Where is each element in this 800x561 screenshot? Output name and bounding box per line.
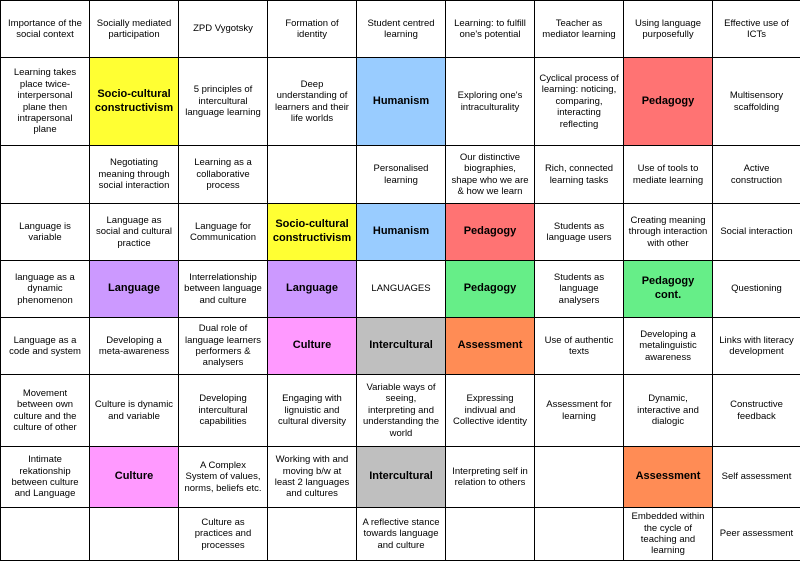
concept-cell-embedded-within-the-cycle-of-teaching-and-learning: Embedded within the cycle of teaching an… — [624, 508, 713, 561]
concept-cell-questioning: Questioning — [713, 261, 800, 318]
concept-cell-culture-as-practices-and-processes: Culture as practices and processes — [179, 508, 268, 561]
concept-cell-learning-to-fulfill-one-s-potential: Learning: to fulfill one's potential — [446, 1, 535, 58]
concept-cell-using-language-purposefully: Using language purposefully — [624, 1, 713, 58]
concept-cell-importance-of-the-social-context: Importance of the social context — [1, 1, 90, 58]
grid-row: Movement between own culture and the cul… — [1, 375, 800, 447]
concept-cell-empty — [535, 508, 624, 561]
concept-cell-developing-a-metalinguistic-awareness: Developing a metalinguistic awareness — [624, 318, 713, 375]
concept-cell-socially-mediated-participation: Socially mediated participation — [90, 1, 179, 58]
concept-cell-a-reflective-stance-towards-language-and-culture: A reflective stance towards language and… — [357, 508, 446, 561]
concept-cell-dynamic-interactive-and-dialogic: Dynamic, interactive and dialogic — [624, 375, 713, 447]
heading-cell-language: Language — [268, 261, 357, 318]
concept-cell-developing-a-meta-awareness: Developing a meta-awareness — [90, 318, 179, 375]
concept-cell-student-centred-learning: Student centred learning — [357, 1, 446, 58]
concept-cell-our-distinctive-biographies-shape-who-we-are-how-we-learn: Our distinctive biographies, shape who w… — [446, 146, 535, 204]
heading-cell-pedagogy: Pedagogy — [446, 261, 535, 318]
heading-cell-pedagogy-cont: Pedagogy cont. — [624, 261, 713, 318]
concept-cell-variable-ways-of-seeing-interpreting-and-understanding-the-world: Variable ways of seeing, interpreting an… — [357, 375, 446, 447]
concept-cell-culture-is-dynamic-and-variable: Culture is dynamic and variable — [90, 375, 179, 447]
heading-cell-intercultural: Intercultural — [357, 318, 446, 375]
concept-cell-formation-of-identity: Formation of identity — [268, 1, 357, 58]
heading-cell-intercultural: Intercultural — [357, 447, 446, 508]
concept-cell-a-complex-system-of-values-norms-beliefs-etc: A Complex System of values, norms, belie… — [179, 447, 268, 508]
concept-cell-interpreting-self-in-relation-to-others: Interpreting self in relation to others — [446, 447, 535, 508]
concept-cell-working-with-and-moving-b-w-at-least-2-languages-and-cultures: Working with and moving b/w at least 2 l… — [268, 447, 357, 508]
concept-cell-empty — [268, 146, 357, 204]
concept-cell-interrelationship-between-language-and-culture: Interrelationship between language and c… — [179, 261, 268, 318]
heading-cell-assessment: Assessment — [446, 318, 535, 375]
heading-cell-humanism: Humanism — [357, 58, 446, 146]
concept-cell-intimate-rekationship-between-culture-and-language: Intimate rekationship between culture an… — [1, 447, 90, 508]
concept-cell-multisensory-scaffolding: Multisensory scaffolding — [713, 58, 800, 146]
concept-cell-developing-intercultural-capabilities: Developing intercultural capabilities — [179, 375, 268, 447]
concept-cell-use-of-authentic-texts: Use of authentic texts — [535, 318, 624, 375]
concept-cell-peer-assessment: Peer assessment — [713, 508, 800, 561]
concept-cell-links-with-literacy-development: Links with literacy development — [713, 318, 800, 375]
heading-cell-culture: Culture — [90, 447, 179, 508]
concept-cell-languages: LANGUAGES — [357, 261, 446, 318]
concept-cell-movement-between-own-culture-and-the-culture-of-other: Movement between own culture and the cul… — [1, 375, 90, 447]
grid-row: Learning takes place twice- interpersona… — [1, 58, 800, 146]
grid-row: Culture as practices and processes A refl… — [1, 508, 800, 561]
concept-cell-empty — [446, 508, 535, 561]
concept-cell-dual-role-of-language-learners-performers-analysers: Dual role of language learners performer… — [179, 318, 268, 375]
concept-cell-effective-use-of-icts: Effective use of ICTs — [713, 1, 800, 58]
concept-cell-language-as-a-code-and-system: Language as a code and system — [1, 318, 90, 375]
concept-cell-empty — [1, 508, 90, 561]
concept-cell-social-interaction: Social interaction — [713, 204, 800, 261]
concept-cell-engaging-with-lignuistic-and-cultural-diversity: Engaging with lignuistic and cultural di… — [268, 375, 357, 447]
concept-cell-students-as-language-users: Students as language users — [535, 204, 624, 261]
concept-cell-learning-as-a-collaborative-process: Learning as a collaborative process — [179, 146, 268, 204]
concept-cell-empty — [1, 146, 90, 204]
heading-cell-socio-cultural-constructivism: Socio-cultural constructivism — [268, 204, 357, 261]
heading-cell-language: Language — [90, 261, 179, 318]
heading-cell-pedagogy: Pedagogy — [624, 58, 713, 146]
concept-cell-students-as-language-analysers: Students as language analysers — [535, 261, 624, 318]
concept-cell-empty — [268, 508, 357, 561]
heading-cell-socio-cultural-constructivism: Socio-cultural constructivism — [90, 58, 179, 146]
concept-cell-language-for-communication: Language for Communication — [179, 204, 268, 261]
concept-cell-assessment-for-learning: Assessment for learning — [535, 375, 624, 447]
concept-cell-zpd-vygotsky: ZPD Vygotsky — [179, 1, 268, 58]
concept-cell-language-as-social-and-cultural-practice: Language as social and cultural practice — [90, 204, 179, 261]
concept-cell-self-assessment: Self assessment — [713, 447, 800, 508]
concept-cell-personalised-learning: Personalised learning — [357, 146, 446, 204]
grid-row: Negotiating meaning through social inter… — [1, 146, 800, 204]
concept-cell-learning-takes-place-twice-interpersonal-plane-then-intrapersonal-plane: Learning takes place twice- interpersona… — [1, 58, 90, 146]
concept-cell-use-of-tools-to-mediate-learning: Use of tools to mediate learning — [624, 146, 713, 204]
concept-cell-deep-understanding-of-learners-and-their-life-worlds: Deep understanding of learners and their… — [268, 58, 357, 146]
concept-cell-language-as-a-dynamic-phenomenon: language as a dynamic phenomenon — [1, 261, 90, 318]
concept-cell-language-is-variable: Language is variable — [1, 204, 90, 261]
heading-cell-assessment: Assessment — [624, 447, 713, 508]
concept-cell-constructive-feedback: Constructive feedback — [713, 375, 800, 447]
concept-cell-empty — [535, 447, 624, 508]
concept-cell-empty — [90, 508, 179, 561]
grid-row: Intimate rekationship between culture an… — [1, 447, 800, 508]
concept-cell-negotiating-meaning-through-social-interaction: Negotiating meaning through social inter… — [90, 146, 179, 204]
heading-cell-humanism: Humanism — [357, 204, 446, 261]
concept-cell-cyclical-process-of-learning-noticing-comparing-interacting-reflecting: Cyclical process of learning: noticing, … — [535, 58, 624, 146]
concept-cell-creating-meaning-through-interaction-with-other: Creating meaning through interaction wit… — [624, 204, 713, 261]
heading-cell-pedagogy: Pedagogy — [446, 204, 535, 261]
concept-cell-5-principles-of-intercultural-language-learning: 5 principles of intercultural language l… — [179, 58, 268, 146]
concept-cell-active-construction: Active construction — [713, 146, 800, 204]
heading-cell-culture: Culture — [268, 318, 357, 375]
concept-cell-rich-connected-learning-tasks: Rich, connected learning tasks — [535, 146, 624, 204]
concept-cell-teacher-as-mediator-learning: Teacher as mediator learning — [535, 1, 624, 58]
concept-cell-expressing-indivual-and-collective-identity: Expressing indivual and Collective ident… — [446, 375, 535, 447]
concept-cell-exploring-one-s-intraculturality: Exploring one's intraculturality — [446, 58, 535, 146]
